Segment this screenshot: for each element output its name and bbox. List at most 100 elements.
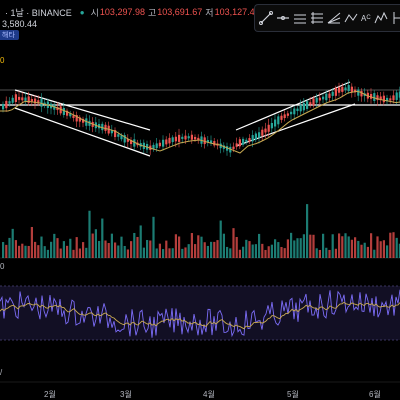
pattern-tool-icon[interactable] — [344, 10, 358, 26]
volume-bar — [232, 228, 235, 258]
candle — [325, 93, 328, 101]
candle — [219, 143, 222, 149]
symbol-name[interactable]: · 1날 · BINANCE — [5, 7, 72, 18]
candle — [379, 96, 382, 101]
candle — [184, 135, 187, 140]
candle — [88, 120, 91, 126]
volume-bar — [18, 245, 21, 258]
volume-bar — [264, 249, 267, 258]
candle — [62, 108, 65, 115]
candle — [286, 113, 289, 116]
candle — [373, 93, 376, 101]
candle — [120, 135, 123, 140]
candle — [75, 115, 78, 122]
volume-bar — [370, 233, 373, 258]
channel-tool-icon[interactable] — [293, 10, 307, 26]
volume-bar — [322, 233, 325, 258]
candle — [370, 93, 373, 99]
volume-bar — [254, 244, 257, 258]
volume-bar — [206, 245, 209, 258]
candle — [261, 129, 264, 136]
candle — [341, 86, 344, 92]
candle — [306, 101, 309, 109]
candle — [274, 119, 277, 127]
volume-bar — [382, 240, 385, 258]
volume-bar — [354, 237, 357, 258]
elliott-tool-icon[interactable] — [374, 10, 388, 26]
volume-bar — [286, 239, 289, 258]
volume-bar — [34, 241, 37, 258]
volume-bar — [331, 234, 334, 258]
indicator-badge[interactable]: 해타 — [0, 30, 19, 40]
volume-bar — [85, 247, 88, 258]
candle — [344, 87, 347, 91]
volume-bar — [126, 249, 129, 258]
candle — [386, 97, 389, 102]
candle — [203, 137, 206, 145]
volume-bar — [328, 249, 331, 258]
volume-bar — [56, 238, 59, 258]
volume-bar — [350, 239, 353, 258]
volume-bar — [155, 248, 158, 258]
candle — [293, 108, 296, 115]
volume-bar — [197, 235, 200, 258]
volume-bar — [238, 249, 241, 258]
candle — [187, 136, 190, 139]
volume-bar — [14, 240, 17, 258]
volume-bar — [162, 249, 165, 258]
volume-bar — [136, 236, 139, 258]
volume-bar — [40, 236, 43, 258]
symbol-header: · 1날 · BINANCE ● 시 103,297.98 고 103,691.… — [0, 4, 263, 20]
volume-bar — [149, 240, 152, 258]
candle — [235, 143, 238, 147]
x-axis-label: 6월 — [369, 390, 381, 399]
candle — [171, 137, 174, 143]
volume-bar — [82, 242, 85, 258]
candle — [290, 111, 293, 115]
volume-bar — [222, 233, 225, 258]
volume-bar — [168, 248, 171, 258]
candle — [251, 135, 254, 142]
candle — [110, 129, 113, 134]
candle — [72, 115, 75, 118]
volume-bar — [395, 237, 398, 258]
volume-bar — [30, 226, 33, 258]
candle — [248, 138, 251, 142]
rsi-line — [0, 289, 400, 338]
pitchfork-tool-icon[interactable] — [310, 10, 324, 26]
volume-bar — [248, 241, 251, 258]
candle — [8, 101, 11, 104]
gann-tool-icon[interactable] — [327, 10, 341, 26]
horizontal-line-tool-icon[interactable] — [276, 10, 290, 26]
volume-bar — [398, 243, 400, 258]
candle — [197, 137, 200, 141]
volume-bar — [178, 236, 181, 258]
volume-bar — [174, 234, 177, 258]
candle — [14, 94, 17, 103]
candle — [158, 142, 161, 147]
range-tool-icon[interactable] — [391, 10, 400, 26]
volume-bar — [270, 244, 273, 258]
volume-bar — [8, 237, 11, 258]
x-axis-label: 4월 — [203, 390, 215, 399]
candle — [334, 88, 337, 96]
volume-bar — [146, 239, 149, 258]
volume-bar — [306, 204, 309, 258]
candle — [24, 97, 27, 101]
candle — [318, 97, 321, 101]
candle — [242, 138, 245, 145]
volume-bar — [312, 234, 315, 258]
volume-bar — [360, 244, 363, 258]
candle — [338, 87, 341, 93]
candle — [226, 146, 229, 151]
moving-average-line — [0, 90, 400, 154]
trend-line-tool-icon[interactable] — [259, 10, 273, 26]
volume-bar — [69, 238, 72, 258]
channel-upper — [235, 81, 351, 131]
volume-bar — [229, 248, 232, 258]
volume-bar — [171, 248, 174, 258]
candle — [206, 140, 209, 143]
